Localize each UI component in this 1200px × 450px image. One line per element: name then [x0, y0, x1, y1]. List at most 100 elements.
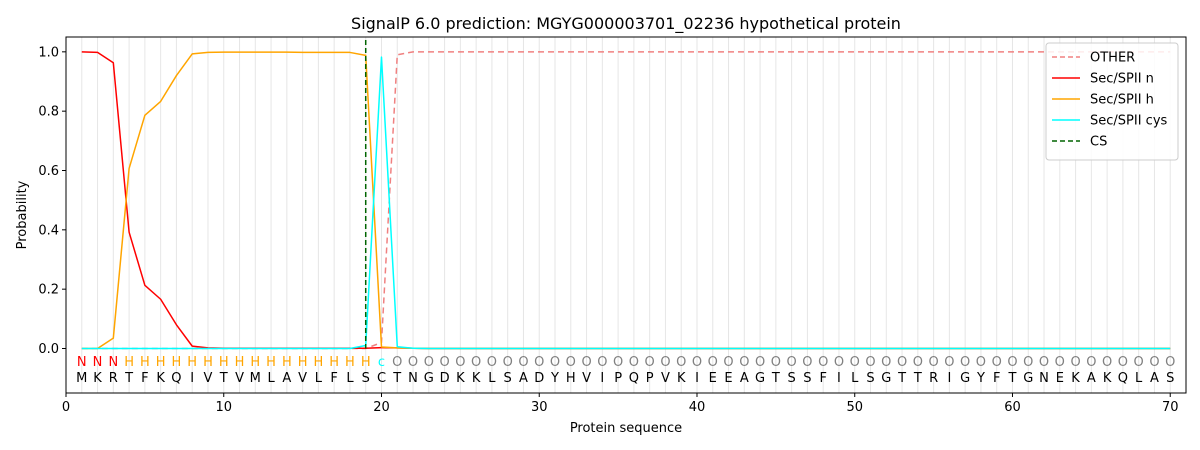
x-tick-label: 50	[846, 400, 863, 415]
predicted-label: H	[124, 355, 134, 370]
predicted-label: H	[329, 355, 339, 370]
series-line-sec-spii-h	[81, 51, 1171, 350]
sequence-residue: T	[897, 371, 906, 386]
predicted-label: O	[1039, 355, 1049, 370]
sequence-residue: I	[947, 371, 951, 386]
sequence-residue: N	[408, 371, 418, 386]
predicted-label: O	[1055, 355, 1065, 370]
sequence-residue: L	[315, 371, 323, 386]
sequence-residue: S	[866, 371, 874, 386]
predicted-label: O	[834, 355, 844, 370]
predicted-label: O	[1165, 355, 1175, 370]
sequence-residue: V	[204, 371, 213, 386]
predicted-label: O	[755, 355, 765, 370]
sequence-residue: P	[646, 371, 654, 386]
predicted-label: O	[471, 355, 481, 370]
predicted-label: H	[172, 355, 182, 370]
predicted-label: O	[566, 355, 576, 370]
predicted-label: O	[392, 355, 402, 370]
predicted-label: O	[1149, 355, 1159, 370]
predicted-label: O	[534, 355, 544, 370]
predicted-label: O	[424, 355, 434, 370]
x-tick-label: 60	[1004, 400, 1021, 415]
sequence-residue: F	[330, 371, 337, 386]
predicted-label: O	[865, 355, 875, 370]
predicted-label: O	[581, 355, 591, 370]
sequence-residue: F	[141, 371, 148, 386]
sequence-residue: K	[1071, 371, 1080, 386]
predicted-label: H	[266, 355, 276, 370]
sequence-residue: E	[724, 371, 732, 386]
sequence-residue: T	[392, 371, 401, 386]
predicted-label: O	[802, 355, 812, 370]
sequence-residue: A	[519, 371, 528, 386]
sequence-residue: T	[913, 371, 922, 386]
predicted-label: O	[629, 355, 639, 370]
sequence-residue: E	[1056, 371, 1064, 386]
sequence-residue: V	[582, 371, 591, 386]
legend: OTHER Sec/SPII n Sec/SPII h Sec/SPII cys CS	[1045, 42, 1179, 161]
predicted-label: O	[928, 355, 938, 370]
legend-entry: Sec/SPII n	[1090, 72, 1154, 87]
sequence-residue: I	[837, 371, 841, 386]
y-tick-label: 1.0	[38, 45, 59, 60]
sequence-residue: Q	[1118, 371, 1128, 386]
predicted-label: O	[455, 355, 465, 370]
predicted-label: O	[487, 355, 497, 370]
predicted-label: H	[345, 355, 355, 370]
sequence-residue: G	[755, 371, 765, 386]
sequence-residue: A	[740, 371, 749, 386]
predicted-label: H	[250, 355, 260, 370]
y-tick-label: 0.2	[38, 283, 59, 298]
y-tick-label: 0.8	[38, 105, 59, 120]
legend-box	[1045, 42, 1179, 161]
predicted-label: O	[723, 355, 733, 370]
predicted-label: H	[140, 355, 150, 370]
predicted-label: O	[1070, 355, 1080, 370]
sequence-residue: F	[819, 371, 826, 386]
predicted-label: O	[1102, 355, 1112, 370]
predicted-label: O	[1134, 355, 1144, 370]
sequence-residue: L	[851, 371, 859, 386]
y-axis-label: Probability	[15, 180, 30, 249]
sequence-residue: D	[440, 371, 450, 386]
x-tick-label: 0	[62, 400, 70, 415]
predicted-label: O	[1086, 355, 1096, 370]
sequence-residue: T	[771, 371, 780, 386]
predicted-label: O	[708, 355, 718, 370]
sequence-residue: K	[93, 371, 102, 386]
sequence-residue: A	[282, 371, 291, 386]
predicted-label: O	[597, 355, 607, 370]
predicted-label: O	[1118, 355, 1128, 370]
predicted-label: O	[850, 355, 860, 370]
sequence-residue: K	[472, 371, 481, 386]
x-tick-label: 30	[531, 400, 548, 415]
y-tick-label: 0.4	[38, 223, 59, 238]
predicted-label: O	[771, 355, 781, 370]
predicted-label: O	[739, 355, 749, 370]
sequence-residue: G	[881, 371, 891, 386]
series-line-other	[81, 51, 1171, 350]
sequence-residue: T	[219, 371, 228, 386]
predicted-label: O	[408, 355, 418, 370]
sequence-residue: M	[76, 371, 87, 386]
predicted-label: H	[156, 355, 166, 370]
legend-entry: Sec/SPII cys	[1090, 114, 1168, 129]
sequence-residue: Y	[976, 371, 985, 386]
predicted-label: H	[187, 355, 197, 370]
x-tick-label: 70	[1162, 400, 1179, 415]
sequence-residue: V	[235, 371, 244, 386]
sequence-residue: P	[614, 371, 622, 386]
sequence-residue: K	[156, 371, 165, 386]
sequence-residue: K	[456, 371, 465, 386]
predicted-label: O	[660, 355, 670, 370]
predicted-label: O	[881, 355, 891, 370]
sequence-residue: D	[534, 371, 544, 386]
sequence-residue: Y	[550, 371, 559, 386]
sequence-residue: G	[1023, 371, 1033, 386]
predicted-label: c	[378, 355, 385, 370]
sequence-residue: V	[661, 371, 670, 386]
sequence-residue: L	[267, 371, 275, 386]
